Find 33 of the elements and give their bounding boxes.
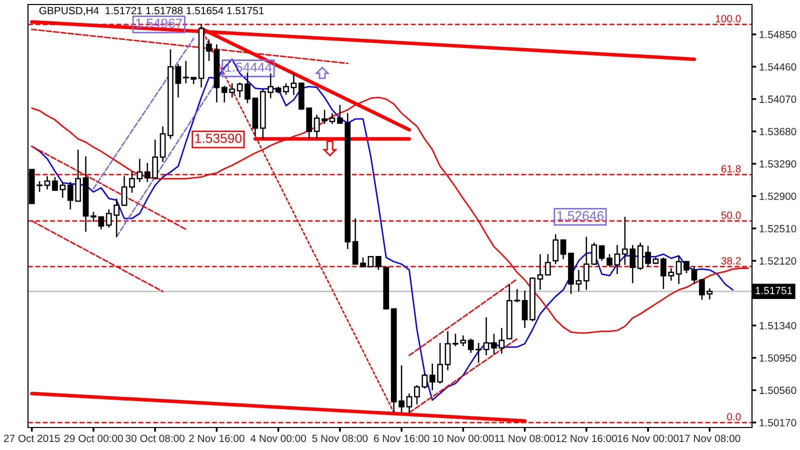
x-tick-label: 12 Nov 16:00 <box>556 434 617 442</box>
y-tick-label: 1.50170 <box>760 419 796 426</box>
y-tick-label: 1.54850 <box>760 30 796 38</box>
annotation: 1.52646 <box>557 211 604 220</box>
annotation: 0.0 <box>727 413 741 420</box>
x-tick-label: 11 Nov 08:00 <box>494 434 555 442</box>
y-tick-label: 1.54070 <box>760 96 796 103</box>
x-tick-label: 2 Nov 16:00 <box>189 434 244 442</box>
x-tick-label: 27 Oct 2015 <box>4 434 60 442</box>
annotation: 100.0 <box>716 14 741 22</box>
x-tick-label: 16 Nov 00:00 <box>618 434 679 442</box>
y-tick-label: 1.50950 <box>760 354 796 362</box>
ref-line-label: 1.51751 <box>756 286 792 294</box>
x-tick-label: 10 Nov 00:00 <box>432 434 494 442</box>
x-tick-label: 17 Nov 08:00 <box>679 434 740 442</box>
y-tick-label: 1.52120 <box>760 257 796 265</box>
chart-title: GBPUSD,H4 1.51721 1.51788 1.51654 1.51751 <box>39 6 264 16</box>
x-tick-label: 4 Nov 00:00 <box>250 434 306 442</box>
annotation: 1.53590 <box>195 134 242 143</box>
annotation: 50.0 <box>721 212 741 219</box>
y-tick-label: 1.54460 <box>760 63 796 71</box>
x-tick-label: 29 Oct 00:00 <box>64 434 123 442</box>
y-tick-label: 1.52900 <box>760 192 796 200</box>
x-tick-label: 30 Oct 08:00 <box>126 434 185 442</box>
y-tick-label: 1.53290 <box>760 160 796 168</box>
x-tick-label: 5 Nov 08:00 <box>312 434 368 442</box>
y-tick-label: 1.53680 <box>760 128 796 136</box>
y-tick-label: 1.52510 <box>760 224 796 232</box>
annotation: 38.2 <box>721 257 741 265</box>
y-tick-label: 1.50560 <box>760 386 796 394</box>
x-tick-label: 6 Nov 16:00 <box>374 434 430 442</box>
y-tick-label: 1.51340 <box>760 322 796 330</box>
annotation: 61.8 <box>721 165 741 172</box>
